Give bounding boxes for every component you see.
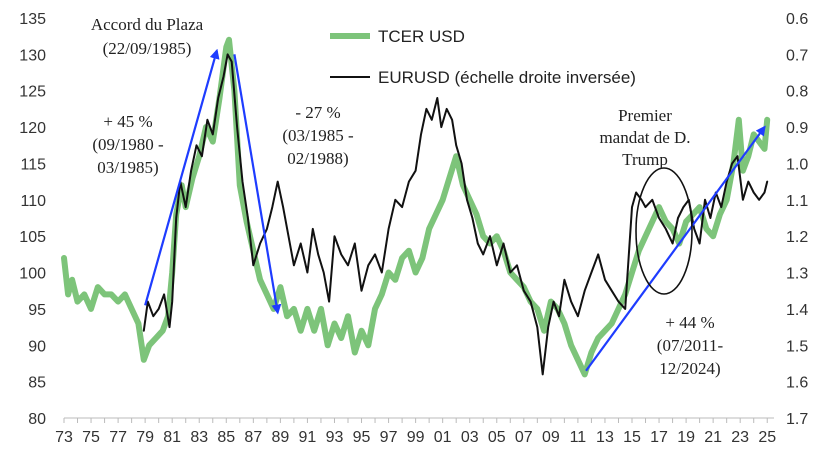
x-tick-label: 15 <box>623 429 641 446</box>
x-tick-label: 89 <box>271 429 289 446</box>
y-left-tick-label: 130 <box>19 47 46 64</box>
annotation-rise: + 45 % (09/1980 - 03/1985) <box>92 112 164 177</box>
y-left-ticks: 80 85 90 95 100 105 110 115 120 125 130 135 <box>19 11 46 428</box>
annotation-rise2: + 44 % (07/2011- 12/2024) <box>657 313 724 378</box>
y-right-tick-label: 1.7 <box>786 411 808 428</box>
trend-arrows <box>144 48 766 372</box>
x-tick-label: 75 <box>82 429 100 446</box>
y-right-ticks: 0.6 0.7 0.8 0.9 1.0 1.1 1.2 1.3 1.4 1.5 1.6 1.7 <box>786 11 808 428</box>
y-left-tick-label: 85 <box>28 375 46 392</box>
x-tick-label: 05 <box>488 429 506 446</box>
x-tick-label: 79 <box>136 429 154 446</box>
annotation-line: - 27 % <box>295 103 340 122</box>
x-tick-label: 99 <box>407 429 425 446</box>
annotation-trump: Premier mandat de D. Trump <box>599 106 690 169</box>
y-right-tick-label: 1.0 <box>786 156 808 173</box>
y-right-tick-label: 1.5 <box>786 338 808 355</box>
x-tick-label: 07 <box>515 429 533 446</box>
annotation-line: + 44 % <box>665 313 714 332</box>
trump-ellipse <box>635 167 693 295</box>
y-left-tick-label: 115 <box>20 156 46 173</box>
annotation-line: 12/2024) <box>659 359 720 378</box>
annotation-line: Premier <box>618 106 672 125</box>
y-right-tick-label: 1.6 <box>786 375 808 392</box>
x-tick-label: 81 <box>163 429 181 446</box>
x-tick-label: 09 <box>542 429 560 446</box>
annotation-line: + 45 % <box>103 112 152 131</box>
legend: TCER USD EURUSD (échelle droite inversée… <box>330 27 636 87</box>
y-left-tick-label: 125 <box>19 84 46 101</box>
x-tick-label: 13 <box>596 429 614 446</box>
legend-label-eurusd: EURUSD (échelle droite inversée) <box>378 68 636 87</box>
y-right-tick-label: 1.3 <box>786 266 808 283</box>
x-tick-label: 77 <box>109 429 127 446</box>
y-right-tick-label: 0.8 <box>786 84 808 101</box>
annotation-line: Accord du Plaza <box>91 15 204 34</box>
y-left-tick-label: 95 <box>28 302 46 319</box>
x-tick-label: 21 <box>704 429 722 446</box>
x-tick-label: 97 <box>380 429 398 446</box>
x-tick-label: 95 <box>353 429 371 446</box>
x-ticks: 73 75 77 79 81 83 85 87 89 91 93 95 97 99 01 03 05 07 09 11… <box>55 418 776 446</box>
x-tick-label: 17 <box>650 429 668 446</box>
annotation-fall: - 27 % (03/1985 - 02/1988) <box>282 103 354 168</box>
y-left-tick-label: 90 <box>28 338 46 355</box>
x-tick-label: 01 <box>434 429 452 446</box>
y-left-tick-label: 105 <box>19 229 46 246</box>
x-tick-label: 83 <box>190 429 208 446</box>
series-line-eurusd <box>142 53 769 376</box>
annotation-line: (03/1985 - <box>282 126 354 145</box>
x-tick-label: 87 <box>244 429 262 446</box>
y-left-tick-label: 110 <box>20 193 46 210</box>
y-right-tick-label: 0.7 <box>786 47 808 64</box>
x-tick-label: 19 <box>677 429 695 446</box>
x-tick-label: 03 <box>461 429 479 446</box>
annotation-line: 03/1985) <box>97 158 158 177</box>
trend-arrow <box>144 48 220 306</box>
annotation-line: 02/1988) <box>287 149 348 168</box>
annotation-plaza: Accord du Plaza (22/09/1985) <box>91 15 204 58</box>
y-right-tick-label: 1.4 <box>786 302 808 319</box>
y-left-tick-label: 100 <box>19 266 46 283</box>
x-tick-label: 11 <box>570 429 587 446</box>
legend-label-tcer: TCER USD <box>378 27 465 46</box>
trend-arrow <box>585 125 766 372</box>
series-lines <box>61 36 771 378</box>
annotations: Accord du Plaza (22/09/1985) + 45 % (09/198… <box>91 15 724 378</box>
x-tick-label: 23 <box>731 429 749 446</box>
x-tick-label: 25 <box>758 429 776 446</box>
x-tick-label: 85 <box>217 429 235 446</box>
y-right-tick-label: 0.9 <box>786 120 808 137</box>
x-tick-label: 91 <box>299 429 317 446</box>
annotation-line: (09/1980 - <box>92 135 164 154</box>
y-left-tick-label: 120 <box>19 120 46 137</box>
y-left-tick-label: 135 <box>19 11 46 28</box>
y-left-tick-label: 80 <box>28 411 46 428</box>
x-tick-label: 93 <box>326 429 344 446</box>
annotation-line: (22/09/1985) <box>103 39 192 58</box>
annotation-line: mandat de D. <box>599 128 690 147</box>
annotation-line: Trump <box>622 150 668 169</box>
y-right-tick-label: 0.6 <box>786 11 808 28</box>
y-right-tick-label: 1.2 <box>786 229 808 246</box>
trend-arrow <box>233 54 282 315</box>
y-right-tick-label: 1.1 <box>786 193 808 210</box>
x-tick-label: 73 <box>55 429 73 446</box>
annotation-line: (07/2011- <box>657 336 724 355</box>
